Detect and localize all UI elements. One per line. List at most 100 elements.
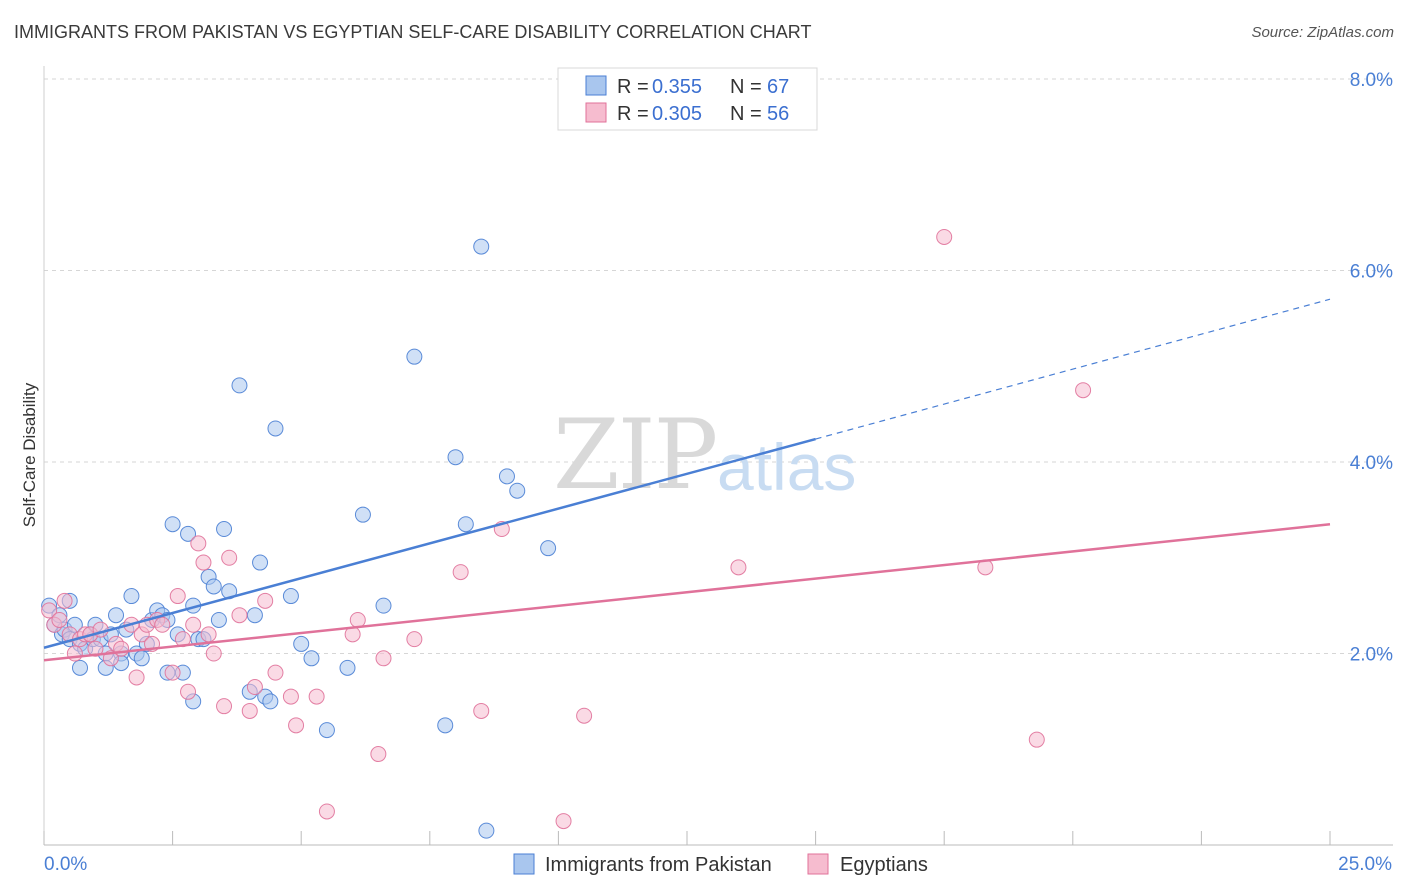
point-egyptians-33 xyxy=(246,679,263,696)
y-tick-label-0: 2.0% xyxy=(1350,645,1393,666)
point-pakistan-48 xyxy=(303,650,320,667)
legend-swatch-egyptians xyxy=(585,102,607,123)
point-egyptians-37 xyxy=(288,717,305,734)
point-egyptians-51 xyxy=(936,228,953,245)
point-egyptians-28 xyxy=(205,645,222,662)
point-pakistan-56 xyxy=(473,238,490,255)
point-egyptians-31 xyxy=(231,607,248,624)
point-pakistan-49 xyxy=(318,722,335,739)
point-egyptians-27 xyxy=(200,626,217,643)
point-pakistan-51 xyxy=(354,506,371,523)
series-egyptians-points xyxy=(41,228,1092,830)
point-pakistan-21 xyxy=(133,650,150,667)
bottom-legend: Immigrants from Pakistan Egyptians xyxy=(513,853,928,876)
point-pakistan-19 xyxy=(123,588,140,605)
point-egyptians-45 xyxy=(452,564,469,581)
point-pakistan-47 xyxy=(293,635,310,652)
point-pakistan-45 xyxy=(267,420,284,437)
point-pakistan-66 xyxy=(447,449,464,466)
point-pakistan-39 xyxy=(231,377,248,394)
x-tick-label-min: 0.0% xyxy=(44,854,87,875)
watermark-zip: ZIP xyxy=(553,399,716,511)
point-egyptians-8 xyxy=(87,640,104,657)
point-egyptians-0 xyxy=(41,602,58,619)
point-egyptians-30 xyxy=(221,549,238,566)
y-axis-label: Self-Care Disability xyxy=(20,382,39,527)
bottom-legend-label-pakistan: Immigrants from Pakistan xyxy=(545,854,772,876)
legend-r-label-pakistan: R = xyxy=(617,76,649,98)
point-pakistan-50 xyxy=(339,659,356,676)
point-pakistan-42 xyxy=(252,554,269,571)
y-tick-label-2: 6.0% xyxy=(1350,262,1393,283)
point-egyptians-46 xyxy=(473,702,490,719)
point-egyptians-38 xyxy=(308,688,325,705)
top-legend: R = 0.355 N = 67 R = 0.305 N = 56 xyxy=(557,67,818,131)
point-pakistan-30 xyxy=(180,525,197,542)
series-pakistan-points xyxy=(41,238,557,839)
y-tick-label-3: 8.0% xyxy=(1350,70,1393,91)
bottom-legend-swatch-egyptians xyxy=(807,853,829,875)
bottom-legend-swatch-pakistan xyxy=(513,853,535,875)
point-egyptians-34 xyxy=(257,592,274,609)
point-pakistan-53 xyxy=(406,348,423,365)
point-pakistan-64 xyxy=(72,659,89,676)
bottom-legend-label-egyptians: Egyptians xyxy=(840,854,928,876)
point-egyptians-48 xyxy=(555,813,572,830)
point-egyptians-14 xyxy=(128,669,145,686)
legend-n-label-pakistan: N = xyxy=(730,76,762,98)
point-pakistan-35 xyxy=(205,578,222,595)
axes xyxy=(43,66,1393,846)
point-pakistan-16 xyxy=(108,607,125,624)
point-egyptians-36 xyxy=(282,688,299,705)
point-egyptians-2 xyxy=(51,611,68,628)
point-pakistan-44 xyxy=(262,693,279,710)
watermark: ZIP atlas xyxy=(553,399,856,511)
legend-n-value-pakistan: 67 xyxy=(767,76,789,98)
trend-line-pakistan xyxy=(43,437,816,649)
point-egyptians-44 xyxy=(406,631,423,648)
point-egyptians-3 xyxy=(56,592,73,609)
point-egyptians-43 xyxy=(375,650,392,667)
point-egyptians-32 xyxy=(241,702,258,719)
watermark-atlas: atlas xyxy=(717,430,856,504)
point-egyptians-19 xyxy=(154,616,171,633)
legend-n-value-egyptians: 56 xyxy=(767,103,789,125)
point-egyptians-23 xyxy=(180,683,197,700)
trend-line-extension-pakistan xyxy=(815,298,1331,440)
point-egyptians-42 xyxy=(370,746,387,763)
chart-title: IMMIGRANTS FROM PAKISTAN VS EGYPTIAN SEL… xyxy=(14,22,812,42)
point-egyptians-12 xyxy=(113,640,130,657)
point-pakistan-57 xyxy=(478,822,495,839)
grid-lines xyxy=(44,78,1393,654)
trend-line-egyptians xyxy=(43,522,1331,662)
point-egyptians-54 xyxy=(1075,382,1092,399)
legend-r-value-pakistan: 0.355 xyxy=(652,76,702,98)
point-egyptians-26 xyxy=(195,554,212,571)
point-egyptians-20 xyxy=(164,664,181,681)
point-pakistan-41 xyxy=(246,607,263,624)
point-pakistan-54 xyxy=(437,717,454,734)
point-pakistan-46 xyxy=(282,588,299,605)
point-egyptians-39 xyxy=(318,803,335,820)
point-pakistan-58 xyxy=(498,468,515,485)
y-tick-labels: 2.0% 4.0% 6.0% 8.0% xyxy=(1350,70,1393,666)
point-pakistan-59 xyxy=(509,482,526,499)
point-egyptians-24 xyxy=(185,616,202,633)
point-egyptians-50 xyxy=(730,559,747,576)
point-egyptians-49 xyxy=(576,707,593,724)
y-tick-label-1: 4.0% xyxy=(1350,453,1393,474)
x-tick-labels: 0.0% 25.0% xyxy=(44,854,1392,875)
point-pakistan-37 xyxy=(216,521,233,538)
legend-r-label-egyptians: R = xyxy=(617,103,649,125)
point-pakistan-27 xyxy=(164,516,181,533)
point-egyptians-53 xyxy=(1028,731,1045,748)
point-egyptians-29 xyxy=(216,698,233,715)
point-pakistan-55 xyxy=(457,516,474,533)
legend-n-label-egyptians: N = xyxy=(730,103,762,125)
trend-lines xyxy=(43,298,1331,662)
x-tick-label-max: 25.0% xyxy=(1338,854,1392,875)
source-credit: Source: ZipAtlas.com xyxy=(1251,24,1394,41)
legend-swatch-pakistan xyxy=(585,75,607,96)
point-egyptians-35 xyxy=(267,664,284,681)
